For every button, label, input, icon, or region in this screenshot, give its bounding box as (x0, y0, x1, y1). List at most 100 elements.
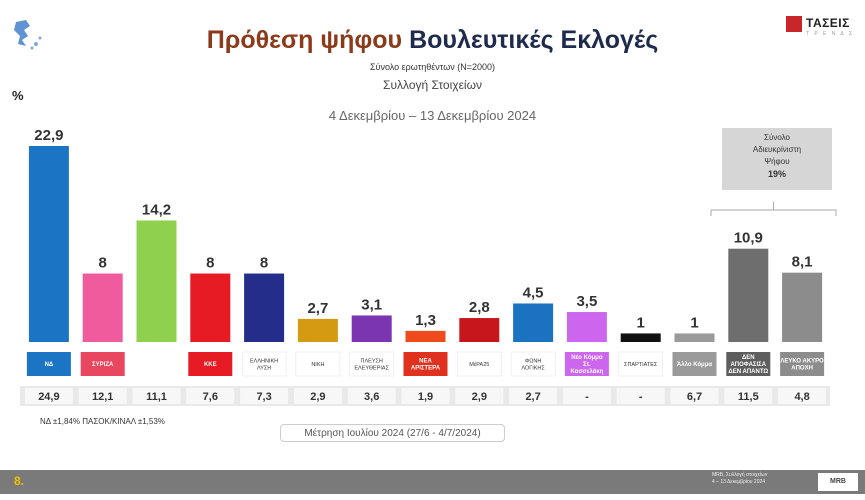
undecided-line1: Σύνολο (764, 133, 790, 142)
previous-value: 11,1 (146, 391, 167, 403)
party-logo-text: ΚΚΕ (204, 362, 217, 368)
bar (459, 318, 500, 342)
mrb-logo: MRB (818, 473, 858, 491)
undecided-total-box: Σύνολο Αδιευκρίνιστη Ψήφου 19% (722, 128, 832, 190)
party-logo-text: ΣΥΡΙΖΑ (92, 362, 114, 368)
undecided-line2: Αδιευκρίνιστη (752, 145, 802, 154)
bar-value-label: 10,9 (734, 230, 763, 247)
previous-value-cell (347, 388, 396, 404)
previous-value: 4,8 (794, 391, 809, 403)
bar-value-label: 3,5 (576, 293, 597, 310)
brand-logo: ΤΑΣΕΙΣ Τ Ρ Ε Ν Δ Σ (786, 14, 856, 38)
bar (728, 248, 769, 342)
undecided-pct: 19% (767, 169, 786, 179)
bar (782, 272, 823, 342)
previous-value-cell (401, 388, 450, 404)
party-logo (241, 351, 287, 377)
party-logo-text: ΠΛΕΥΣΗ (361, 359, 383, 365)
party-logo-text: Νέο Κόμμα (571, 355, 603, 361)
brand-mark-icon (786, 16, 802, 32)
party-logo-text: ΝΙΚΗ (311, 362, 324, 368)
previous-value-cell (132, 388, 181, 404)
party-logo (26, 352, 71, 376)
party-logo (188, 352, 233, 376)
brand-sub: Τ Ρ Ε Ν Δ Σ (806, 31, 854, 37)
party-logo-text: ΑΡΙΣΤΕΡΑ (411, 366, 441, 372)
y-axis-unit: % (12, 88, 24, 103)
bar-value-label: 2,7 (307, 300, 328, 317)
undecided-line3: Ψήφου (764, 157, 790, 166)
party-logo (80, 352, 125, 376)
previous-value-cell (240, 388, 289, 404)
party-logo-text: ΑΠΟΧΗ (791, 366, 813, 372)
footer-bar (0, 470, 865, 494)
bar (244, 273, 285, 342)
undecided-bracket (710, 202, 837, 216)
party-logo-text: ΑΠΟΦΑΣΙΣΑ (730, 362, 766, 368)
bar (351, 315, 392, 342)
previous-value: 2,9 (310, 391, 325, 403)
bar-value-label: 1,3 (415, 312, 436, 329)
sample-size: Σύνολο ερωτηθέντων (Ν=2000) (369, 62, 496, 72)
footer-note-line2: 4 – 13 Δεκεμβρίου 2024 (712, 479, 766, 485)
party-logo (295, 351, 341, 377)
bar-value-label: 8 (206, 255, 214, 272)
party-logo-text: ΝΔ (45, 362, 54, 368)
previous-value-cell (616, 388, 665, 404)
vote-intention-chart: 22,9 ΝΔ 24,9 8 ΣΥΡΙΖΑ 12,1 14,2 11,1 8 ΚΚΕ 7,6 8 ΕΛΛ… (20, 127, 837, 406)
previous-value: - (639, 391, 643, 403)
title-part1: Πρόθεση ψήφου (206, 26, 403, 54)
previous-value-cell (24, 388, 73, 404)
bar-value-label: 3,1 (361, 296, 382, 313)
previous-value: 2,7 (525, 391, 540, 403)
party-logo-text: Άλλο Κόμμα (677, 362, 712, 368)
margin-footnote: ΝΔ ±1,84% ΠΑΣΟΚ/ΚΙΝΑΛ ±1,53% (40, 417, 165, 426)
bar (82, 273, 123, 342)
bar (620, 333, 661, 342)
footer-note-line1: MRB, Συλλογή στοιχείων (712, 472, 768, 478)
bar (28, 146, 69, 342)
page-title: Πρόθεση ψήφου Βουλευτικές Εκλογές (0, 26, 865, 55)
previous-value: 7,3 (256, 391, 271, 403)
previous-value: - (585, 391, 589, 403)
party-logo-text: ΛΥΣΗ (257, 366, 271, 372)
bar (674, 333, 715, 342)
party-logo (403, 352, 448, 376)
previous-value: 12,1 (92, 391, 113, 403)
bar (566, 312, 607, 342)
party-logo (618, 351, 663, 377)
previous-value-cell (78, 388, 127, 404)
bar-value-label: 14,2 (142, 201, 171, 218)
previous-value: 1,9 (418, 391, 433, 403)
previous-value: 11,5 (738, 391, 759, 403)
party-logo-text: ΔΕΝ (742, 355, 755, 361)
greece-map-logo (14, 20, 42, 50)
party-logo-text: ΛΕΥΚΟ ΑΚΥΡΟ (780, 359, 824, 365)
title-part2: Βουλευτικές Εκλογές (409, 26, 659, 54)
bar-value-label: 4,5 (523, 284, 544, 301)
previous-value-cell (724, 388, 773, 404)
party-logo-text: ΜέΡΑ25 (469, 361, 489, 368)
party-logo (726, 352, 771, 376)
bar-value-label: 1 (637, 314, 645, 331)
party-logo-text: ΣΠΑΡΤΙΑΤΕΣ (624, 362, 658, 368)
bar-value-label: 22,9 (34, 127, 63, 144)
previous-value: 3,6 (364, 391, 379, 403)
party-logo-text: ΦΩΝΗ (525, 359, 541, 365)
party-logo (780, 352, 825, 376)
party-logo-text: ΕΛΛΗΝΙΚΗ (250, 359, 278, 365)
page-number: 8. (14, 474, 25, 488)
bar (513, 303, 554, 342)
party-logo-text: ΝΕΑ (419, 359, 432, 365)
bar (297, 318, 338, 342)
bar (190, 273, 231, 342)
previous-value: 6,7 (687, 391, 702, 403)
party-logo (672, 352, 717, 376)
previous-value-cell (562, 388, 611, 404)
party-logo-text: Στ. (583, 362, 591, 368)
party-logo (510, 351, 556, 377)
previous-value-cell (778, 388, 827, 404)
brand-name: ΤΑΣΕΙΣ (806, 16, 850, 30)
party-logo (349, 351, 394, 377)
bar (405, 330, 446, 342)
